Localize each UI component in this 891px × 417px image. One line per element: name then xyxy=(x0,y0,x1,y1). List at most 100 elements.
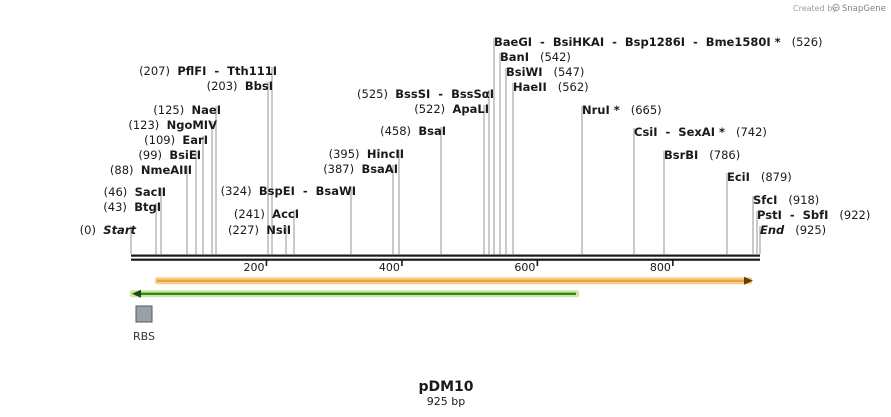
site-position: (109) xyxy=(144,133,175,147)
site-position: (88) xyxy=(110,163,134,177)
site-name: SacII xyxy=(135,185,166,199)
site-label-sfci[interactable]: SfcI (918) xyxy=(753,193,819,207)
credit-created-by: Created by xyxy=(793,4,837,13)
site-name: BsaAI xyxy=(361,162,398,176)
site-position: (43) xyxy=(103,200,127,214)
site-name: BssSI - BssSαI xyxy=(395,87,494,101)
site-name: NruI * xyxy=(582,103,620,117)
site-name: HincII xyxy=(367,147,404,161)
ruler-tick-label-800: 800 xyxy=(650,261,671,274)
site-position: (46) xyxy=(104,185,128,199)
snapgene-logo-icon xyxy=(832,3,840,12)
site-name: BsaI xyxy=(418,124,446,138)
site-position: (227) xyxy=(228,223,259,237)
site-label-haeii[interactable]: HaeII (562) xyxy=(513,80,589,94)
site-label-start[interactable]: (0) Start xyxy=(80,223,137,237)
rbs-feature-box[interactable] xyxy=(135,305,153,323)
site-name: EciI xyxy=(727,170,750,184)
site-position: (0) xyxy=(80,223,96,237)
ruler-tick-label-200: 200 xyxy=(243,261,264,274)
site-position: (786) xyxy=(709,148,740,162)
site-name: PstI - SbfI xyxy=(757,208,828,222)
site-position: (458) xyxy=(380,124,411,138)
site-label-bsaai[interactable]: (387) BsaAI xyxy=(323,162,398,176)
site-name: BaeGI - BsiHKAI - Bsp1286I - Bme1580I * xyxy=(494,35,781,49)
site-name: BbsI xyxy=(245,79,273,93)
site-name: ApaLI xyxy=(453,102,490,116)
site-name: BsiEI xyxy=(169,148,201,162)
site-label-bsrbi[interactable]: BsrBI (786) xyxy=(664,148,740,162)
reverse-feature-arrow[interactable] xyxy=(130,289,579,298)
site-name: EarI xyxy=(182,133,208,147)
site-name: AccI xyxy=(272,207,299,221)
site-label-ngomiv[interactable]: (123) NgoMIV xyxy=(128,118,217,132)
site-position: (547) xyxy=(554,65,585,79)
site-name: End xyxy=(760,223,785,237)
dna-backbone-top-strand xyxy=(131,254,760,257)
site-label-nmeaiii[interactable]: (88) NmeAIII xyxy=(110,163,192,177)
site-position: (542) xyxy=(540,50,571,64)
site-name: Start xyxy=(103,223,136,237)
site-position: (123) xyxy=(128,118,159,132)
site-position: (525) xyxy=(357,87,388,101)
site-name: BtgI xyxy=(134,200,161,214)
site-position: (395) xyxy=(329,147,360,161)
site-label-hincii[interactable]: (395) HincII xyxy=(329,147,404,161)
site-name: NsiI xyxy=(266,223,291,237)
site-label-nrui[interactable]: NruI * (665) xyxy=(582,103,662,117)
site-position: (922) xyxy=(839,208,870,222)
site-label-bsssi-bsss-i[interactable]: (525) BssSI - BssSαI xyxy=(357,87,494,101)
site-label-bsiwi[interactable]: BsiWI (547) xyxy=(506,65,584,79)
ruler: 200 400 600 800 xyxy=(243,260,674,274)
site-position: (742) xyxy=(736,125,767,139)
site-name: HaeII xyxy=(513,80,547,94)
ruler-tick-label-400: 400 xyxy=(379,261,400,274)
site-label-eari[interactable]: (109) EarI xyxy=(144,133,208,147)
site-label-bsai[interactable]: (458) BsaI xyxy=(380,124,446,138)
site-lines xyxy=(130,38,761,254)
forward-feature-arrow[interactable] xyxy=(155,276,753,285)
site-position: (526) xyxy=(792,35,823,49)
site-position: (925) xyxy=(795,223,826,237)
site-label-naei[interactable]: (125) NaeI xyxy=(153,103,221,117)
site-label-nsii[interactable]: (227) NsiI xyxy=(228,223,291,237)
site-name: NaeI xyxy=(192,103,221,117)
site-position: (879) xyxy=(761,170,792,184)
site-label-acci[interactable]: (241) AccI xyxy=(234,207,299,221)
site-label-apali[interactable]: (522) ApaLI xyxy=(414,102,489,116)
site-label-bani[interactable]: BanI (542) xyxy=(500,50,571,64)
site-position: (203) xyxy=(207,79,238,93)
site-label-baegi-bsihkai-bsp1286i-bme1580i[interactable]: BaeGI - BsiHKAI - Bsp1286I - Bme1580I * … xyxy=(494,35,823,49)
dna-backbone-bottom-strand xyxy=(131,258,760,261)
site-name: BsiWI xyxy=(506,65,543,79)
site-label-pflfi-tth111i[interactable]: (207) PflFI - Tth111I xyxy=(139,64,277,78)
site-position: (562) xyxy=(558,80,589,94)
site-labels: (0) Start(43) BtgI(46) SacII(88) NmeAIII… xyxy=(80,35,871,237)
site-name: BsrBI xyxy=(664,148,698,162)
ruler-tick-label-600: 600 xyxy=(514,261,535,274)
rbs-label: RBS xyxy=(133,330,155,343)
credit-brand: SnapGene xyxy=(842,4,886,14)
site-label-ecii[interactable]: EciI (879) xyxy=(727,170,792,184)
site-label-btgi[interactable]: (43) BtgI xyxy=(103,200,161,214)
site-position: (522) xyxy=(414,102,445,116)
site-name: BspEI - BsaWI xyxy=(259,184,356,198)
site-label-bsiei[interactable]: (99) BsiEI xyxy=(138,148,201,162)
site-label-csii-sexai[interactable]: CsiI - SexAI * (742) xyxy=(634,125,767,139)
site-name: CsiI - SexAI * xyxy=(634,125,725,139)
site-position: (387) xyxy=(323,162,354,176)
site-position: (125) xyxy=(153,103,184,117)
site-label-psti-sbfi[interactable]: PstI - SbfI (922) xyxy=(757,208,870,222)
site-position: (207) xyxy=(139,64,170,78)
plasmid-name: pDM10 xyxy=(418,379,473,395)
site-name: PflFI - Tth111I xyxy=(177,64,277,78)
plasmid-length: 925 bp xyxy=(427,395,465,408)
site-label-bbsi[interactable]: (203) BbsI xyxy=(207,79,273,93)
site-label-end[interactable]: End (925) xyxy=(760,223,826,237)
site-label-bspei-bsawi[interactable]: (324) BspEI - BsaWI xyxy=(221,184,356,198)
site-position: (99) xyxy=(138,148,162,162)
site-position: (324) xyxy=(221,184,252,198)
site-position: (918) xyxy=(788,193,819,207)
site-label-sacii[interactable]: (46) SacII xyxy=(104,185,166,199)
